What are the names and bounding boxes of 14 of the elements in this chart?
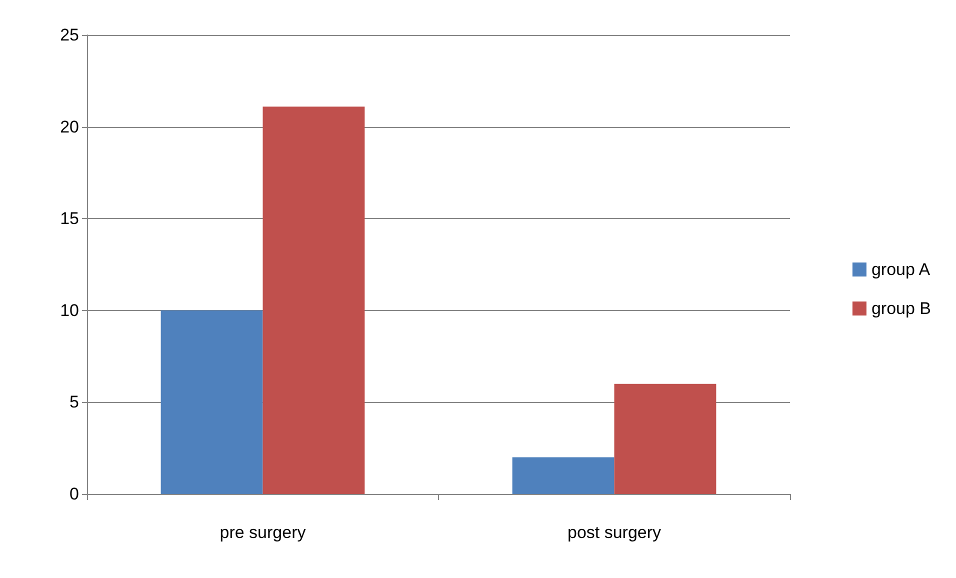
x-tick-label: pre surgery: [220, 523, 306, 542]
bar: [512, 457, 614, 494]
y-tick-label: 20: [60, 117, 79, 136]
y-tick-label: 10: [60, 300, 79, 320]
y-tick-label: 5: [70, 392, 79, 412]
bar: [614, 384, 716, 494]
legend-label: group A: [871, 260, 931, 279]
y-tick-label: 15: [60, 209, 79, 228]
y-tick-label: 25: [60, 26, 79, 44]
legend-label: group B: [871, 299, 932, 318]
y-tick-label: 0: [70, 484, 79, 504]
bar: [262, 106, 365, 494]
x-tick-label: post surgery: [567, 523, 662, 542]
bar: [160, 310, 263, 494]
